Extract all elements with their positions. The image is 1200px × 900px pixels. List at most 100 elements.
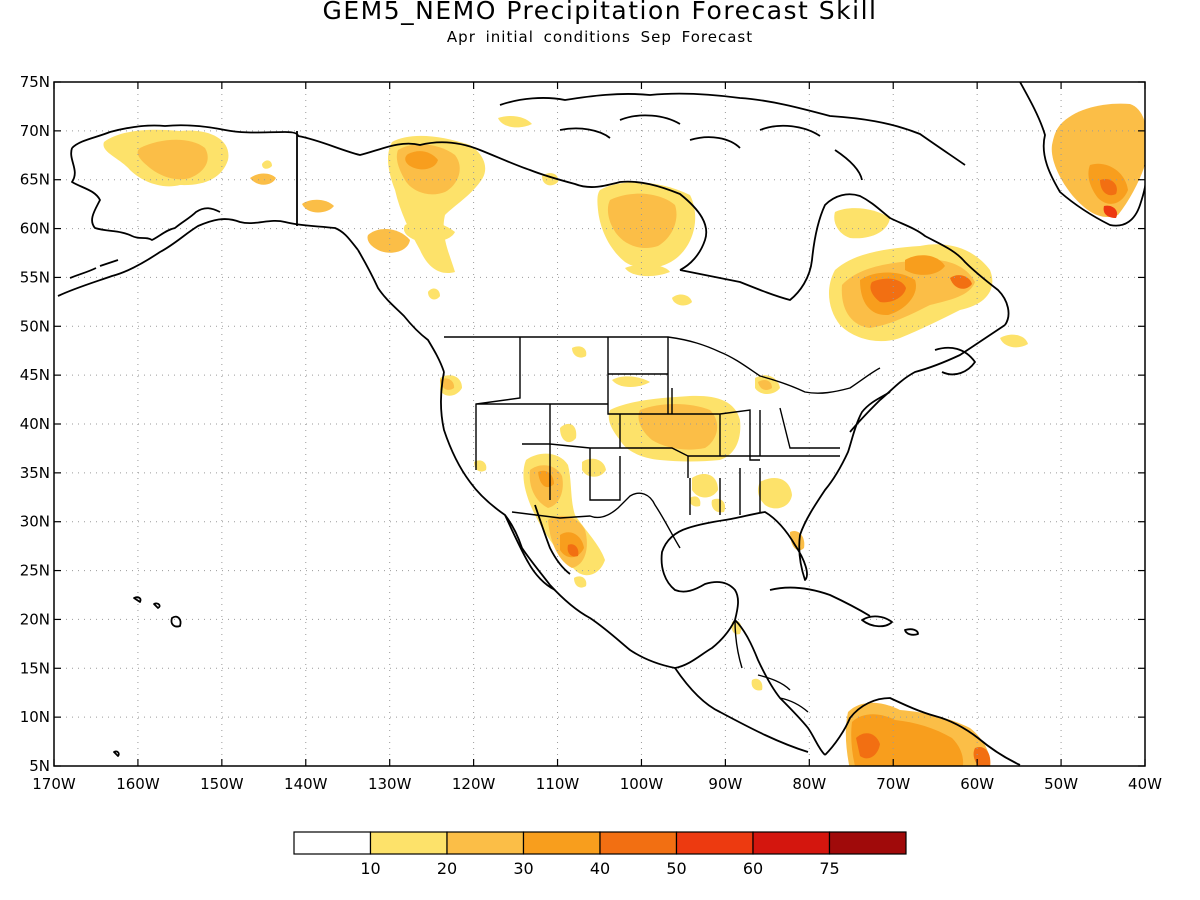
colorbar-label: 75 <box>819 859 839 878</box>
border-central-america <box>734 619 809 713</box>
lon-tick-label: 70W <box>876 775 910 793</box>
lat-tick-label: 65N <box>20 171 50 189</box>
chart-subtitle: Apr initial conditions Sep Forecast <box>446 28 754 46</box>
coastlines <box>57 82 1145 766</box>
coast-alaska <box>57 124 359 297</box>
lat-tick-label: 70N <box>20 122 50 140</box>
skill-region-sonora-50 <box>567 544 579 557</box>
colorbar-swatch <box>599 831 678 855</box>
skill-region-stelias-30 <box>302 199 334 213</box>
skill-region-yukon-30 <box>367 228 410 253</box>
skill-region-ungava-20 <box>834 208 890 239</box>
colorbar-swatch <box>446 831 525 855</box>
skill-region-bc-20 <box>428 288 440 300</box>
skill-region-labrador-40b <box>905 255 945 275</box>
coast-bc <box>357 249 445 373</box>
border-us-canada <box>444 336 881 394</box>
colorbar: 10 20 30 40 50 60 75 <box>293 831 907 878</box>
lat-tick-label: 20N <box>20 610 50 628</box>
colorbar-label: 20 <box>437 859 457 878</box>
colorbar-swatch <box>522 831 601 855</box>
lat-tick-label: 40N <box>20 415 50 433</box>
lon-tick-label: 110W <box>536 775 580 793</box>
skill-region-alaska-30b <box>250 173 276 185</box>
coast-baja <box>504 504 571 591</box>
skill-region-mackenzie-40 <box>405 151 438 170</box>
colorbar-swatch <box>752 831 831 855</box>
lat-lon-grid <box>54 82 1145 766</box>
coast-aleutians <box>69 259 120 757</box>
colorbar-label: 60 <box>743 859 763 878</box>
lat-tick-label: 35N <box>20 464 50 482</box>
colorbar-label: 50 <box>666 859 686 878</box>
lat-tick-label: 30N <box>20 513 50 531</box>
skill-region-labrador-50 <box>870 278 906 303</box>
coast-us-west <box>440 371 676 669</box>
lat-tick-label: 15N <box>20 659 50 677</box>
lat-tick-label: 5N <box>29 757 50 775</box>
skill-region-utah-20 <box>560 423 577 443</box>
skill-region-venezuela-40 <box>856 733 880 759</box>
colorbar-swatch <box>369 831 448 855</box>
lon-tick-label: 90W <box>708 775 742 793</box>
coast-gulf <box>660 391 891 669</box>
skill-region-arctic-20 <box>498 116 532 128</box>
lon-tick-label: 80W <box>792 775 826 793</box>
skill-region-oregon-30 <box>440 378 455 390</box>
lon-tick-label: 50W <box>1044 775 1078 793</box>
border-us-mexico <box>511 492 681 549</box>
skill-region-alabama-20 <box>757 478 792 509</box>
lat-tick-label: 60N <box>20 220 50 238</box>
lon-tick-label: 140W <box>284 775 328 793</box>
skill-region-keewatin-20b <box>625 264 670 277</box>
skill-region-greenland-50 <box>1103 205 1118 218</box>
coast-hudson-bay <box>679 193 1010 326</box>
skill-region-newfoundland-20 <box>1000 334 1028 348</box>
skill-region-montana-20 <box>572 346 587 358</box>
coast-cuba <box>769 586 871 617</box>
colorbar-swatch <box>675 831 754 855</box>
border-us-states <box>475 337 840 515</box>
skill-region-nm-20 <box>582 458 606 477</box>
colorbar-swatch <box>828 831 907 855</box>
lon-axis: 170W 160W 150W 140W 130W 120W 110W 100W 90W 80W 70… <box>32 82 1162 793</box>
lat-tick-label: 10N <box>20 708 50 726</box>
chart-title: GEM5_NEMO Precipitation Forecast Skill <box>322 0 878 25</box>
lon-tick-label: 150W <box>200 775 244 793</box>
colorbar-label: 30 <box>513 859 533 878</box>
skill-region-yukon-20 <box>403 220 455 242</box>
skill-region-keewatin-30 <box>607 193 677 249</box>
skill-region-nicaragua-20 <box>751 678 763 691</box>
coast-greenland <box>1019 82 1145 227</box>
skill-shading <box>103 103 1145 766</box>
lon-tick-label: 120W <box>452 775 496 793</box>
skill-region-mexico-20 <box>574 576 587 588</box>
coast-hawaii <box>133 596 182 628</box>
coast-arctic-mainland <box>297 135 708 271</box>
coast-south-america <box>824 697 1021 766</box>
skill-region-louisiana-20 <box>711 498 726 513</box>
skill-region-midwest-30 <box>638 404 718 450</box>
lat-tick-label: 45N <box>20 366 50 384</box>
skill-region-labrador-50b <box>950 275 972 289</box>
coast-puerto-rico <box>904 628 919 636</box>
skill-region-colorado-20 <box>612 376 650 387</box>
political-borders <box>444 336 881 713</box>
colorbar-swatch <box>293 831 372 855</box>
lon-tick-label: 60W <box>960 775 994 793</box>
skill-region-alaska-20b <box>262 160 272 169</box>
colorbar-label: 40 <box>590 859 610 878</box>
coast-maritimes <box>849 324 1006 433</box>
coast-hispaniola <box>861 615 893 628</box>
skill-region-cuba-20 <box>689 496 701 507</box>
skill-region-hudson-20 <box>672 294 692 306</box>
skill-region-midwest-30b <box>758 380 772 390</box>
lat-tick-label: 25N <box>20 562 50 580</box>
lat-tick-label: 55N <box>20 268 50 286</box>
lon-tick-label: 170W <box>32 775 76 793</box>
lat-tick-label: 50N <box>20 317 50 335</box>
skill-region-arkansas-20 <box>692 474 718 498</box>
map-background <box>54 82 1145 766</box>
skill-region-alaska-30 <box>137 139 208 180</box>
